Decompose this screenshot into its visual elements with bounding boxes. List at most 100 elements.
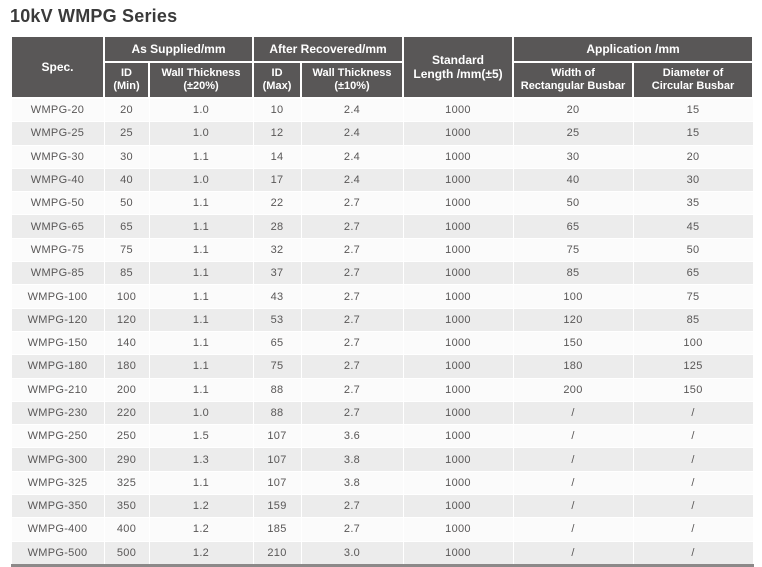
id-min-cell: 220 <box>103 400 150 426</box>
std-length-cell: 1000 <box>402 540 514 566</box>
spec-cell: WMPG-40 <box>10 167 105 193</box>
width-rect-cell: 65 <box>512 214 634 239</box>
table-row: WMPG-25 25 1.0 12 2.4 1000 25 15 <box>10 121 754 146</box>
wall10-cell: 2.7 <box>300 214 404 239</box>
width-rect-cell: / <box>512 540 634 566</box>
dia-circ-cell: / <box>632 424 754 449</box>
wall20-cell: 1.1 <box>148 330 254 356</box>
table-row: WMPG-100 100 1.1 43 2.7 1000 100 75 <box>10 284 754 309</box>
id-max-cell: 107 <box>252 447 302 472</box>
width-rect-cell: 150 <box>512 330 634 356</box>
dia-circ-cell: 65 <box>632 261 754 286</box>
header-id-max: ID (Max) <box>252 61 303 99</box>
wall20-cell: 1.2 <box>148 540 254 566</box>
id-min-cell: 140 <box>103 330 150 356</box>
width-rect-cell: 30 <box>512 144 634 169</box>
header-application-group: Application /mm <box>512 35 755 63</box>
std-length-cell: 1000 <box>402 214 514 239</box>
std-length-cell: 1000 <box>402 261 514 286</box>
table-row: WMPG-50 50 1.1 22 2.7 1000 50 35 <box>10 191 754 216</box>
std-length-cell: 1000 <box>402 167 514 193</box>
id-min-cell: 200 <box>103 377 150 402</box>
wall20-cell: 1.1 <box>148 470 254 496</box>
width-rect-cell: 85 <box>512 261 634 286</box>
wall10-cell: 2.7 <box>300 517 404 542</box>
std-length-cell: 1000 <box>402 237 514 263</box>
wall10-cell: 2.4 <box>300 167 404 193</box>
wall20-cell: 1.1 <box>148 214 254 239</box>
dia-circ-cell: 45 <box>632 214 754 239</box>
dia-circ-cell: 150 <box>632 377 754 402</box>
wall20-cell: 1.1 <box>148 354 254 379</box>
spec-cell: WMPG-25 <box>10 121 105 146</box>
id-max-cell: 12 <box>252 121 302 146</box>
id-max-cell: 88 <box>252 400 302 426</box>
id-min-cell: 30 <box>103 144 150 169</box>
wall20-cell: 1.1 <box>148 144 254 169</box>
std-length-cell: 1000 <box>402 97 514 123</box>
spec-cell: WMPG-180 <box>10 354 105 379</box>
id-max-cell: 210 <box>252 540 302 566</box>
id-min-cell: 250 <box>103 424 150 449</box>
wall10-cell: 2.4 <box>300 121 404 146</box>
wall20-cell: 1.2 <box>148 494 254 519</box>
dia-circ-cell: 35 <box>632 191 754 216</box>
id-max-cell: 22 <box>252 191 302 216</box>
std-length-cell: 1000 <box>402 517 514 542</box>
id-min-cell: 25 <box>103 121 150 146</box>
wall10-cell: 2.7 <box>300 400 404 426</box>
spec-cell: WMPG-100 <box>10 284 105 309</box>
wall20-cell: 1.5 <box>148 424 254 449</box>
width-rect-cell: 40 <box>512 167 634 193</box>
dia-circ-cell: 15 <box>632 121 754 146</box>
dia-circ-cell: 100 <box>632 330 754 356</box>
id-min-cell: 350 <box>103 494 150 519</box>
spec-cell: WMPG-325 <box>10 470 105 496</box>
wall20-cell: 1.1 <box>148 191 254 216</box>
width-rect-cell: / <box>512 470 634 496</box>
width-rect-cell: 25 <box>512 121 634 146</box>
header-width-rect-busbar: Width of Rectangular Busbar <box>512 61 635 99</box>
spec-cell: WMPG-50 <box>10 191 105 216</box>
wall20-cell: 1.0 <box>148 400 254 426</box>
wall20-cell: 1.0 <box>148 167 254 193</box>
table-row: WMPG-300 290 1.3 107 3.8 1000// <box>10 447 754 472</box>
id-max-cell: 43 <box>252 284 302 309</box>
wall20-cell: 1.1 <box>148 307 254 332</box>
id-max-cell: 107 <box>252 470 302 496</box>
std-length-cell: 1000 <box>402 447 514 472</box>
std-length-cell: 1000 <box>402 424 514 449</box>
id-min-cell: 500 <box>103 540 150 566</box>
table-row: WMPG-75 75 1.1 32 2.7 1000 75 50 <box>10 237 754 263</box>
header-diameter-circ-busbar: Diameter of Circular Busbar <box>632 61 755 99</box>
wall10-cell: 2.7 <box>300 261 404 286</box>
wall10-cell: 2.4 <box>300 97 404 123</box>
wall10-cell: 3.8 <box>300 447 404 472</box>
std-length-cell: 1000 <box>402 377 514 402</box>
std-length-cell: 1000 <box>402 354 514 379</box>
table-header: Spec. As Supplied/mm After Recovered/mm … <box>10 35 755 99</box>
table-row: WMPG-40 40 1.0 17 2.4 1000 40 30 <box>10 167 754 193</box>
std-length-cell: 1000 <box>402 307 514 332</box>
id-min-cell: 50 <box>103 191 150 216</box>
header-standard-length: Standard Length /mm(±5) <box>402 35 515 99</box>
wall10-cell: 2.7 <box>300 237 404 263</box>
dia-circ-cell: 125 <box>632 354 754 379</box>
width-rect-cell: 20 <box>512 97 634 123</box>
width-rect-cell: / <box>512 424 634 449</box>
spec-cell: WMPG-400 <box>10 517 105 542</box>
id-min-cell: 20 <box>103 97 150 123</box>
width-rect-cell: 75 <box>512 237 634 263</box>
width-rect-cell: / <box>512 517 634 542</box>
id-max-cell: 14 <box>252 144 302 169</box>
id-min-cell: 180 <box>103 354 150 379</box>
wall10-cell: 2.7 <box>300 284 404 309</box>
spec-table: Spec. As Supplied/mm After Recovered/mm … <box>10 35 755 567</box>
id-min-cell: 325 <box>103 470 150 496</box>
wall20-cell: 1.0 <box>148 121 254 146</box>
width-rect-cell: / <box>512 400 634 426</box>
dia-circ-cell: 75 <box>632 284 754 309</box>
id-min-cell: 120 <box>103 307 150 332</box>
wall10-cell: 2.7 <box>300 494 404 519</box>
spec-cell: WMPG-350 <box>10 494 105 519</box>
